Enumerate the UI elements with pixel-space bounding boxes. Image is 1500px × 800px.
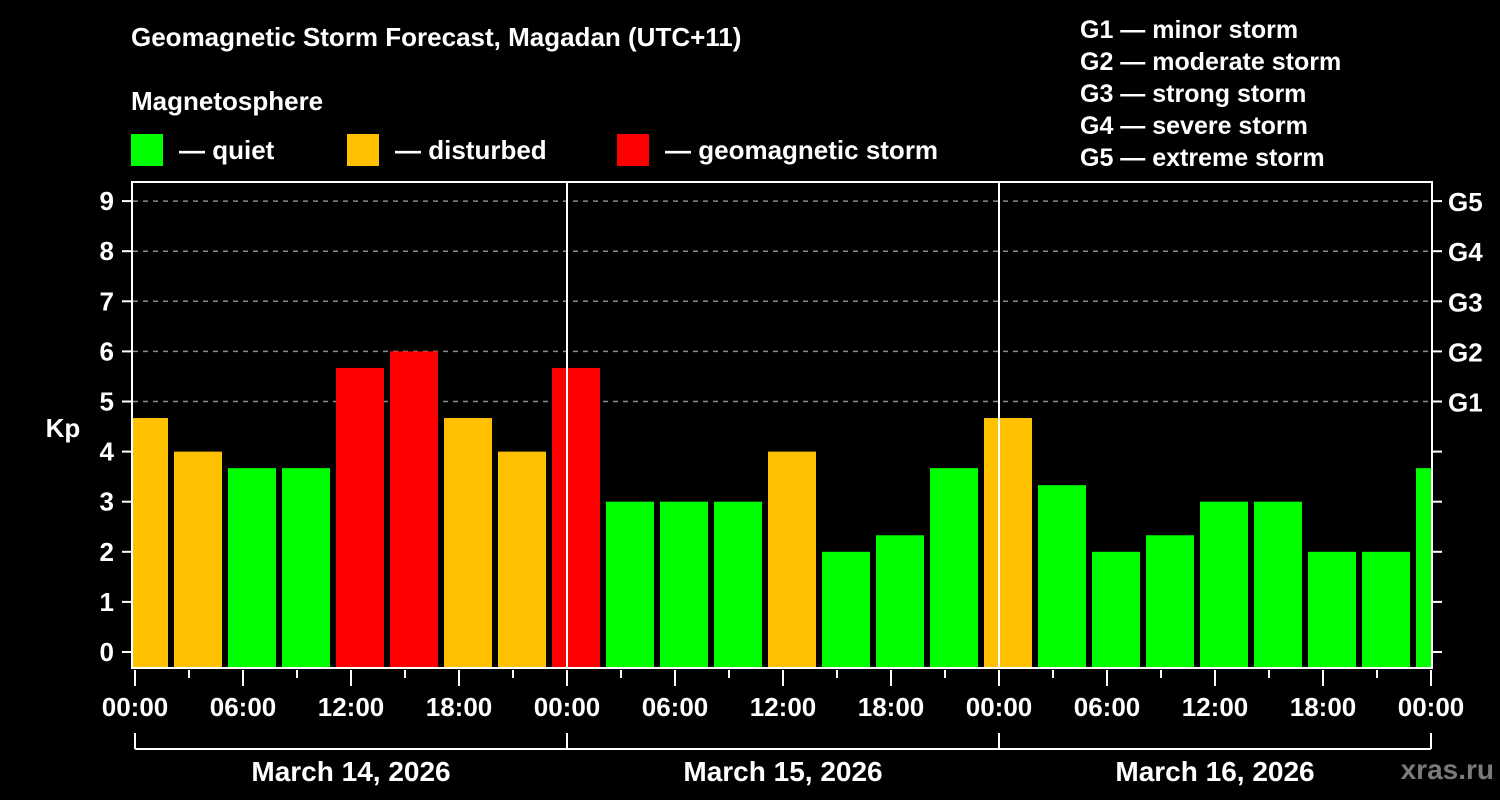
kp-bar [768,451,816,667]
kp-bar [714,501,762,667]
kp-bar [228,468,276,667]
legend-item-disturbed: — disturbed [347,134,547,166]
kp-bar [1362,551,1410,667]
x-tick-label: 00:00 [966,692,1033,722]
day-label: March 16, 2026 [1115,756,1314,787]
g-scale-label: G2 [1448,337,1483,367]
legend-label-storm: — geomagnetic storm [665,134,939,165]
kp-bar [1200,501,1248,667]
g-scale-label: G3 [1448,287,1483,317]
g-scale-label: G1 [1448,388,1483,418]
kp-bar [133,418,168,667]
y-tick-label: 3 [100,487,114,517]
scale-g1: G1 — minor storm [1080,16,1299,44]
g-scale-axis: G1 G2 G3 G4 G5 [1432,187,1483,653]
kp-bar [1146,535,1194,667]
kp-bar [444,418,492,667]
kp-bar [876,535,924,667]
x-tick-label: 18:00 [1290,692,1357,722]
kp-bar [498,451,546,667]
x-tick-label: 12:00 [318,692,385,722]
gridlines [133,200,1431,403]
y-tick-label: 1 [100,587,114,617]
legend-title: Magnetosphere [131,86,324,116]
x-tick-label: 00:00 [1398,692,1465,722]
y-tick-label: 5 [100,387,114,417]
kp-bars [133,351,1431,667]
y-tick-label: 2 [100,537,114,567]
watermark: xras.ru [1400,754,1494,785]
kp-bar [1092,551,1140,667]
day-separators [566,182,1000,668]
y-tick-label: 6 [100,336,114,366]
y-axis-label: Kp [46,413,81,443]
day-label: March 15, 2026 [683,756,882,787]
x-tick-label: 18:00 [858,692,925,722]
g-scale-label: G5 [1448,187,1483,217]
legend-item-storm: — geomagnetic storm [617,134,938,166]
quiet-swatch-icon [131,134,163,166]
legend-label-quiet: — quiet [179,134,275,165]
kp-bar [1308,551,1356,667]
kp-bar [1038,485,1086,667]
y-tick-label: 4 [100,437,115,467]
kp-bar [336,367,384,667]
x-tick-label: 12:00 [1182,692,1249,722]
plot-frame [131,181,1433,669]
x-tick-label: 06:00 [642,692,709,722]
y-tick-label: 8 [100,236,114,266]
scale-g4: G4 — severe storm [1080,112,1308,140]
x-tick-label: 00:00 [534,692,601,722]
y-axis: 0 1 2 3 4 5 6 7 8 9 [100,186,132,667]
y-tick-label: 0 [100,637,114,667]
chart-title: Geomagnetic Storm Forecast, Magadan (UTC… [131,22,742,52]
kp-bar [1254,501,1302,667]
x-tick-label: 00:00 [102,692,169,722]
legend-label-disturbed: — disturbed [395,134,547,165]
kp-bar [822,551,870,667]
legend-item-quiet: — quiet [131,134,274,166]
x-tick-label: 06:00 [210,692,277,722]
scale-g3: G3 — strong storm [1080,80,1307,108]
kp-bar [660,501,708,667]
y-tick-label: 9 [100,186,114,216]
scale-g2: G2 — moderate storm [1080,48,1342,76]
kp-bar [1416,468,1431,667]
y-tick-label: 7 [100,286,114,316]
kp-bar [552,367,600,667]
kp-bar [282,468,330,667]
kp-bar [930,468,978,667]
kp-bar [174,451,222,667]
scale-g5: G5 — extreme storm [1080,144,1325,172]
storm-swatch-icon [617,134,649,166]
storm-scale-legend: G1 — minor storm G2 — moderate storm G3 … [1080,14,1341,174]
x-tick-label: 18:00 [426,692,493,722]
x-axis: 00:00 06:00 12:00 18:00 00:00 06:00 12:00 18:00… [102,670,1465,787]
x-tick-label: 12:00 [750,692,817,722]
kp-bar [390,351,438,667]
day-label: March 14, 2026 [251,756,450,787]
x-tick-label: 06:00 [1074,692,1141,722]
disturbed-swatch-icon [347,134,379,166]
g-scale-label: G4 [1448,237,1483,267]
kp-bar [606,501,654,667]
kp-bar [984,418,1032,667]
